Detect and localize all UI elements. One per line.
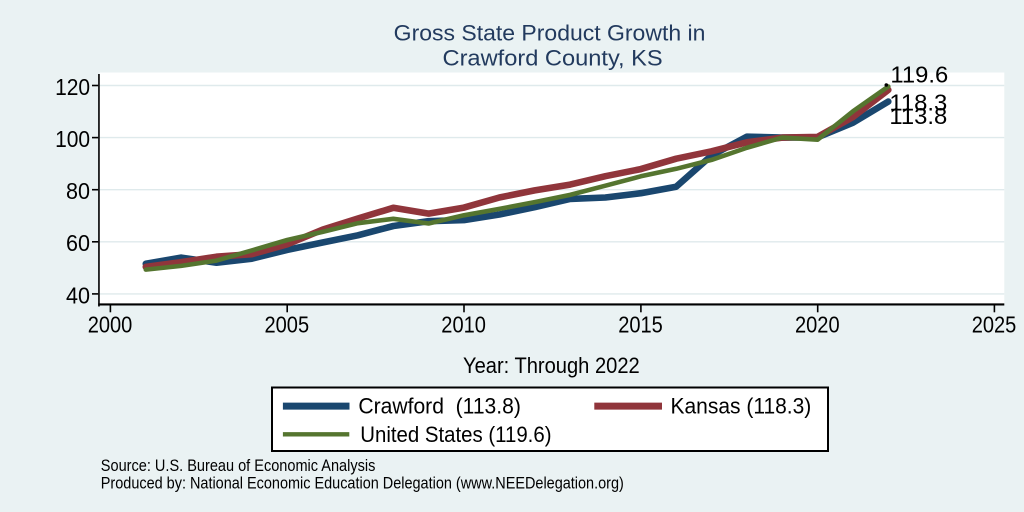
svg-text:Crawford (113.8): Crawford (113.8) (358, 393, 521, 418)
svg-text:2005: 2005 (265, 312, 310, 338)
svg-text:Crawford County, KS: Crawford County, KS (443, 45, 663, 70)
svg-text:Year: Through 2022: Year: Through 2022 (463, 353, 640, 378)
svg-text:100: 100 (55, 126, 90, 152)
svg-text:Source: U.S. Bureau of Economi: Source: U.S. Bureau of Economic Analysis (101, 456, 376, 475)
svg-text:Produced by: National Economic: Produced by: National Economic Education… (101, 474, 624, 493)
svg-text:Gross State Product Growth in: Gross State Product Growth in (394, 21, 706, 46)
svg-text:2010: 2010 (441, 312, 486, 338)
svg-text:120: 120 (55, 74, 90, 100)
svg-text:40: 40 (66, 282, 90, 308)
svg-text:60: 60 (66, 230, 90, 256)
svg-text:118.3: 118.3 (889, 90, 947, 116)
svg-text:2015: 2015 (618, 312, 663, 338)
svg-text:113.8: 113.8 (889, 103, 947, 129)
svg-text:2025: 2025 (972, 312, 1017, 338)
svg-text:2000: 2000 (88, 312, 133, 338)
svg-text:2020: 2020 (795, 312, 840, 338)
svg-text:80: 80 (66, 178, 90, 204)
svg-text:Kansas (118.3): Kansas (118.3) (671, 393, 812, 418)
svg-text:United States (119.6): United States (119.6) (360, 422, 551, 447)
svg-text:119.6: 119.6 (890, 61, 948, 87)
